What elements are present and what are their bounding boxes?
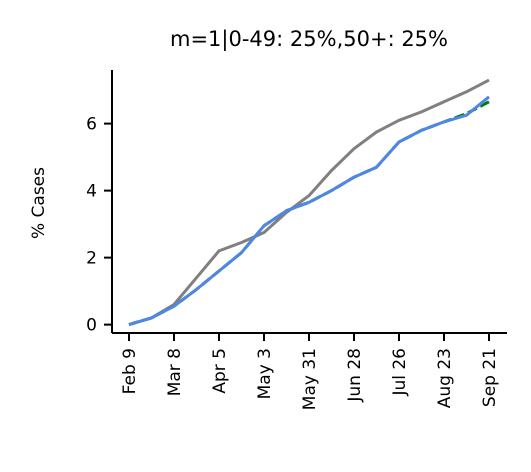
y-tick-label: 4 [86,182,97,202]
y-tick-label: 2 [86,249,97,269]
series-line-2 [128,95,490,327]
x-tick-label: Aug 23 [435,348,455,408]
x-tick-label: Apr 5 [210,348,230,394]
x-ticks: Feb 9 Mar 8 Apr 5 May 3 May 31 Jun 28 Jul 26 Au… [120,333,500,410]
x-tick-label: May 3 [255,348,275,399]
x-tick-label: Mar 8 [165,348,185,396]
y-tick-label: 6 [86,115,97,135]
x-tick-label: Jul 26 [390,348,410,397]
chart-title: m=1|0-49: 25%,50+: 25% [170,27,448,52]
x-tick-label: Jun 28 [345,348,365,403]
x-tick-label: May 31 [300,348,320,410]
x-tick-label: Sep 21 [480,348,500,407]
series-layer [128,78,490,327]
x-tick-label: Feb 9 [120,348,140,394]
series-line-1 [128,100,490,327]
y-ticks: 0 2 4 6 [86,115,112,336]
series-line-0 [128,78,490,327]
y-axis-label: % Cases [29,167,49,239]
y-tick-label: 0 [86,316,97,336]
